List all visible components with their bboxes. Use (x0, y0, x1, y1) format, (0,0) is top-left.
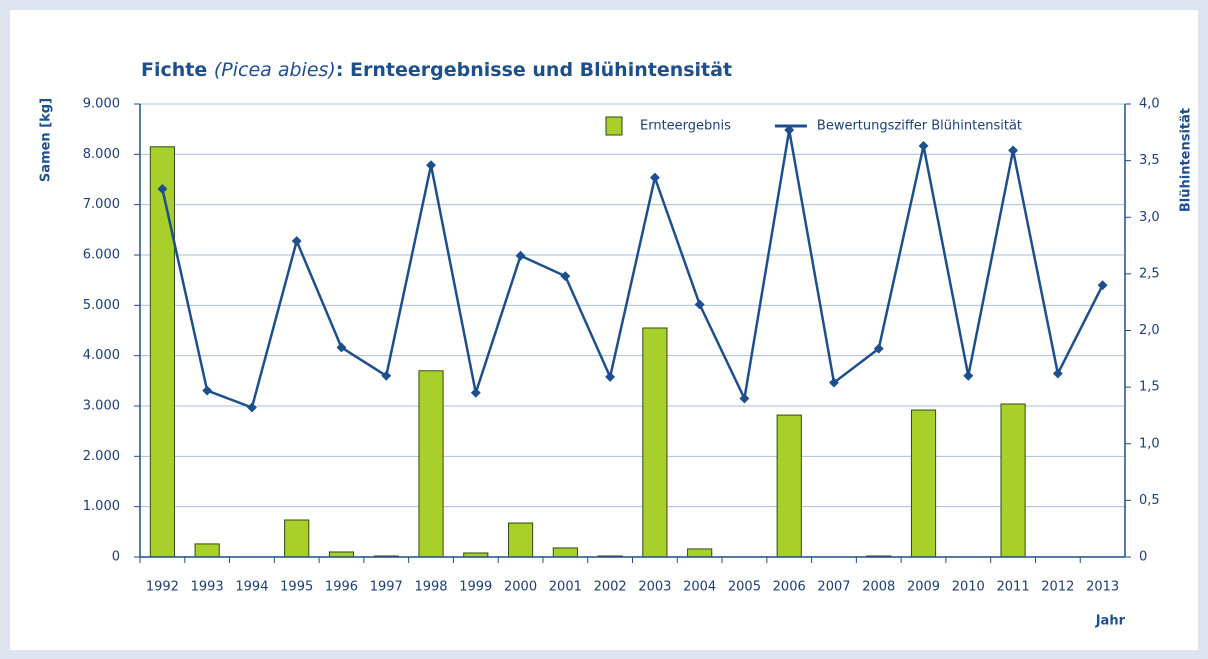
marker (649, 172, 660, 183)
panel (10, 10, 1198, 650)
bar (1000, 403, 1026, 558)
x-tick-label: 1992 (146, 580, 179, 595)
x-tick-label: 2008 (862, 580, 895, 595)
x-tick-label: 2007 (817, 580, 850, 595)
marker (829, 377, 839, 388)
marker (515, 250, 526, 261)
y-axis-title: Samen [kg] (39, 98, 54, 182)
y2-tick-label: 1,0 (1139, 436, 1160, 451)
marker (246, 402, 257, 413)
title-part: Fichte (141, 59, 214, 81)
marker (605, 371, 616, 382)
y2-tick-label: 3,5 (1139, 153, 1160, 168)
x-tick-label: 2010 (952, 580, 985, 595)
bar (328, 551, 355, 558)
x-tick-label: 1999 (459, 580, 492, 595)
marker (157, 183, 168, 194)
y2-tick-label: 3,0 (1139, 210, 1160, 225)
y2-tick-label: 2,0 (1139, 323, 1160, 338)
x-tick-label: 1995 (280, 580, 313, 595)
marker (1052, 368, 1063, 379)
y-tick-label: 8.000 (83, 147, 120, 162)
marker (202, 385, 213, 396)
marker (1008, 145, 1019, 156)
bar (507, 522, 534, 558)
chart-title: Fichte (Picea abies): Ernteergebnisse un… (141, 59, 732, 81)
title-part: : Ernteergebnisse und Blühintensität (336, 59, 732, 81)
y-tick-label: 7.000 (83, 197, 120, 212)
marker (918, 140, 929, 151)
marker (963, 370, 974, 381)
legend-label: Bewertungsziffer Blühintensität (817, 119, 1022, 134)
x-tick-label: 1994 (235, 580, 268, 595)
y-tick-label: 0 (112, 550, 120, 565)
marker (784, 125, 795, 135)
marker (470, 387, 481, 398)
bar (687, 548, 713, 558)
x-tick-label: 2004 (683, 580, 716, 595)
x-tick-label: 2005 (728, 580, 761, 595)
marker (739, 393, 750, 404)
bar (776, 414, 802, 558)
x-tick-label: 2002 (594, 580, 627, 595)
x-tick-label: 2000 (504, 580, 537, 595)
marker (694, 299, 705, 310)
line (161, 129, 1104, 410)
bar (418, 370, 444, 558)
x-tick-label: 2009 (907, 580, 940, 595)
bar (284, 519, 310, 558)
marker (336, 342, 347, 353)
title-part: (Picea abies) (214, 59, 336, 81)
x-tick-label: 2011 (997, 580, 1030, 595)
y-tick-label: 9.000 (83, 97, 120, 112)
x-tick-label: 2001 (549, 580, 582, 595)
x-tick-label: 1997 (370, 580, 403, 595)
y-tick-label: 2.000 (83, 449, 120, 464)
legend-swatch (605, 116, 623, 136)
y2-tick-label: 4,0 (1139, 97, 1160, 112)
x-tick-label: 1998 (414, 580, 447, 595)
x-tick-label: 1996 (325, 580, 358, 595)
bar (910, 409, 937, 558)
y2-tick-label: 0 (1139, 550, 1147, 565)
y2-tick-label: 2,5 (1139, 266, 1160, 281)
y-tick-label: 1.000 (83, 499, 120, 514)
y2-tick-label: 1,5 (1139, 380, 1160, 395)
y-tick-label: 6.000 (83, 248, 120, 263)
bar (149, 146, 175, 558)
bar (552, 547, 578, 558)
y-tick-label: 4.000 (83, 348, 120, 363)
x-tick-label: 2012 (1041, 580, 1074, 595)
y2-tick-label: 0,5 (1139, 493, 1160, 508)
x-tick-label: 2013 (1086, 580, 1119, 595)
x-tick-label: 2006 (773, 580, 806, 595)
marker (291, 236, 302, 246)
marker (1097, 280, 1108, 291)
x-axis-title: Jahr (1095, 614, 1126, 629)
y-tick-label: 3.000 (83, 399, 120, 414)
y-tick-label: 5.000 (83, 298, 120, 313)
marker (426, 160, 436, 171)
marker (873, 343, 884, 354)
x-tick-label: 1993 (191, 580, 224, 595)
bar (642, 327, 668, 558)
bar (194, 543, 220, 558)
marker (560, 271, 571, 282)
legend-label: Ernteergebnis (640, 119, 731, 134)
marker (381, 370, 392, 381)
x-tick-label: 2003 (638, 580, 671, 595)
y2-axis-title: Blühintensität (1179, 108, 1194, 212)
